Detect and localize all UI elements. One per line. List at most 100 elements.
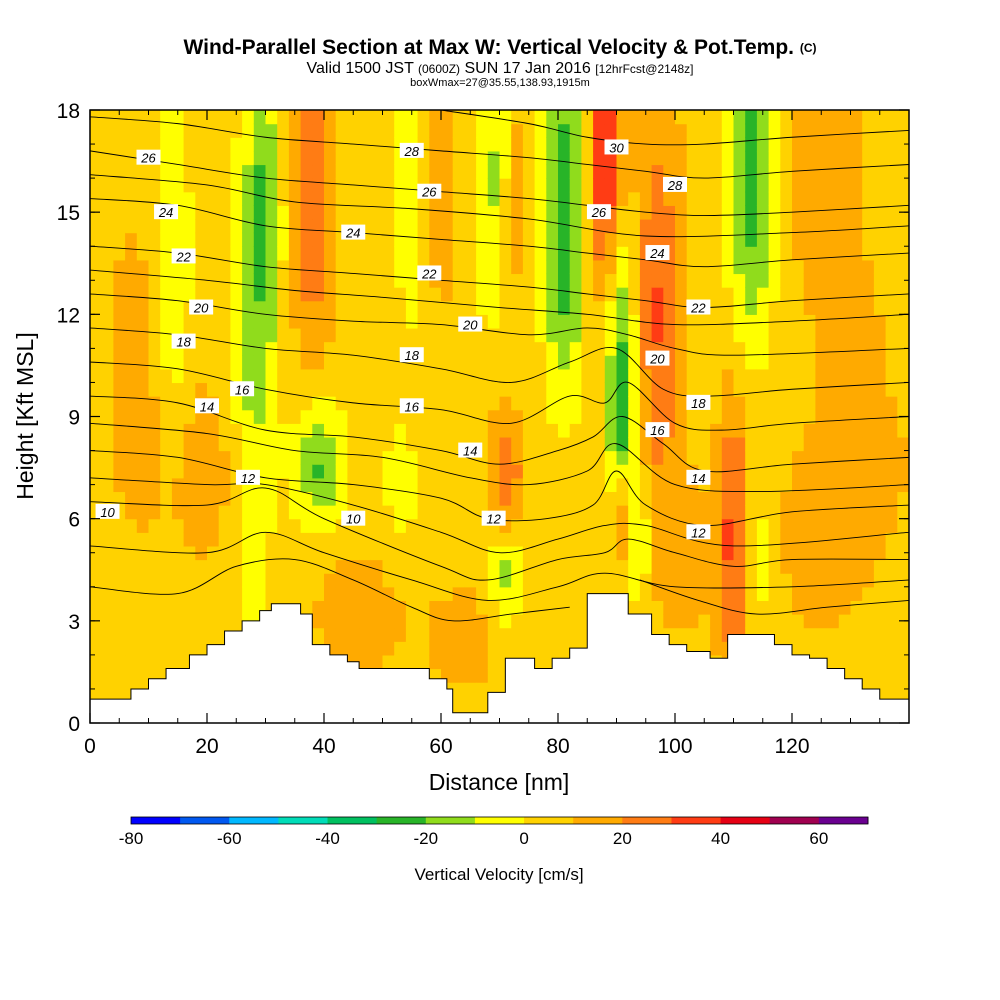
velocity-cell <box>125 654 138 670</box>
velocity-cell <box>312 259 325 275</box>
velocity-cell <box>616 246 629 261</box>
velocity-cell <box>698 355 711 370</box>
velocity-cell <box>218 573 231 588</box>
velocity-cell <box>792 573 805 588</box>
velocity-cell <box>710 450 723 465</box>
velocity-cell <box>405 178 419 193</box>
velocity-cell <box>675 627 688 642</box>
velocity-cell <box>803 314 816 329</box>
velocity-cell <box>242 396 255 411</box>
velocity-cell <box>593 559 606 574</box>
velocity-cell <box>803 123 816 138</box>
velocity-cell <box>230 505 243 520</box>
velocity-cell <box>698 505 711 520</box>
velocity-cell <box>452 586 465 601</box>
velocity-cell <box>628 137 641 152</box>
velocity-cell <box>792 464 805 479</box>
velocity-cell <box>335 110 348 125</box>
velocity-cell <box>885 150 898 166</box>
velocity-cell <box>873 341 887 356</box>
velocity-cell <box>558 341 571 356</box>
velocity-cell <box>675 477 688 493</box>
velocity-cell <box>675 600 688 615</box>
velocity-cell <box>511 246 524 261</box>
velocity-cell <box>511 273 524 288</box>
velocity-cell <box>429 232 442 247</box>
velocity-cell <box>487 259 501 275</box>
velocity-cell <box>686 341 699 356</box>
velocity-cell <box>476 545 489 561</box>
velocity-cell <box>230 300 243 315</box>
velocity-cell <box>487 450 501 465</box>
velocity-cell <box>511 464 524 479</box>
velocity-cell <box>441 137 454 152</box>
velocity-cell <box>756 586 770 601</box>
velocity-cell <box>90 259 103 275</box>
velocity-cell <box>218 491 231 506</box>
velocity-cell <box>160 382 173 397</box>
velocity-cell <box>639 300 653 315</box>
velocity-cell <box>382 218 395 234</box>
velocity-cell <box>125 559 138 574</box>
velocity-cell <box>335 464 348 479</box>
velocity-cell <box>675 191 688 206</box>
velocity-cell <box>838 218 852 234</box>
velocity-cell <box>827 341 840 356</box>
velocity-cell <box>768 573 781 588</box>
velocity-cell <box>803 205 816 220</box>
velocity-cell <box>195 505 208 520</box>
velocity-cell <box>335 532 348 547</box>
velocity-cell <box>464 382 477 397</box>
velocity-cell <box>686 573 699 588</box>
velocity-cell <box>195 532 208 547</box>
velocity-cell <box>581 191 594 206</box>
contour-label-22: 22 <box>686 299 711 316</box>
velocity-cell <box>663 368 676 384</box>
velocity-cell <box>616 396 629 411</box>
velocity-cell <box>195 477 208 493</box>
velocity-cell <box>195 150 208 166</box>
velocity-cell <box>429 355 442 370</box>
velocity-cell <box>546 246 559 261</box>
velocity-cell <box>885 314 898 329</box>
velocity-cell <box>452 287 465 302</box>
velocity-cell <box>721 110 735 125</box>
velocity-cell <box>815 505 828 520</box>
velocity-cell <box>710 573 723 588</box>
velocity-cell <box>113 586 126 601</box>
velocity-cell <box>230 396 243 411</box>
velocity-cell <box>768 191 781 206</box>
velocity-cell <box>487 464 501 479</box>
velocity-cell <box>242 150 255 166</box>
velocity-cell <box>581 232 594 247</box>
velocity-cell <box>885 423 898 438</box>
velocity-cell <box>487 559 501 574</box>
velocity-cell <box>417 287 430 302</box>
velocity-cell <box>476 150 489 166</box>
terrain-mask <box>90 593 909 723</box>
contour-labels: 10 10121212141414161616181818202020222222… <box>95 139 711 540</box>
velocity-cell <box>838 586 852 601</box>
velocity-cell <box>569 327 582 343</box>
velocity-cell <box>230 518 243 533</box>
velocity-cell <box>277 218 290 234</box>
velocity-cell <box>569 477 582 493</box>
velocity-cell <box>464 518 477 533</box>
velocity-cell <box>405 232 419 247</box>
velocity-cell <box>171 273 185 288</box>
velocity-cell <box>370 232 384 247</box>
velocity-cell <box>558 300 571 315</box>
velocity-cell <box>429 559 442 574</box>
velocity-cell <box>300 491 313 506</box>
velocity-cell <box>850 423 863 438</box>
velocity-cell <box>499 627 512 642</box>
velocity-cell <box>101 614 114 629</box>
velocity-cell <box>324 341 337 356</box>
velocity-cell <box>546 505 559 520</box>
velocity-cell <box>253 341 267 356</box>
velocity-cell <box>476 368 489 384</box>
velocity-cell <box>780 218 793 234</box>
velocity-cell <box>136 573 150 588</box>
velocity-cell <box>885 218 898 234</box>
velocity-cell <box>148 396 161 411</box>
